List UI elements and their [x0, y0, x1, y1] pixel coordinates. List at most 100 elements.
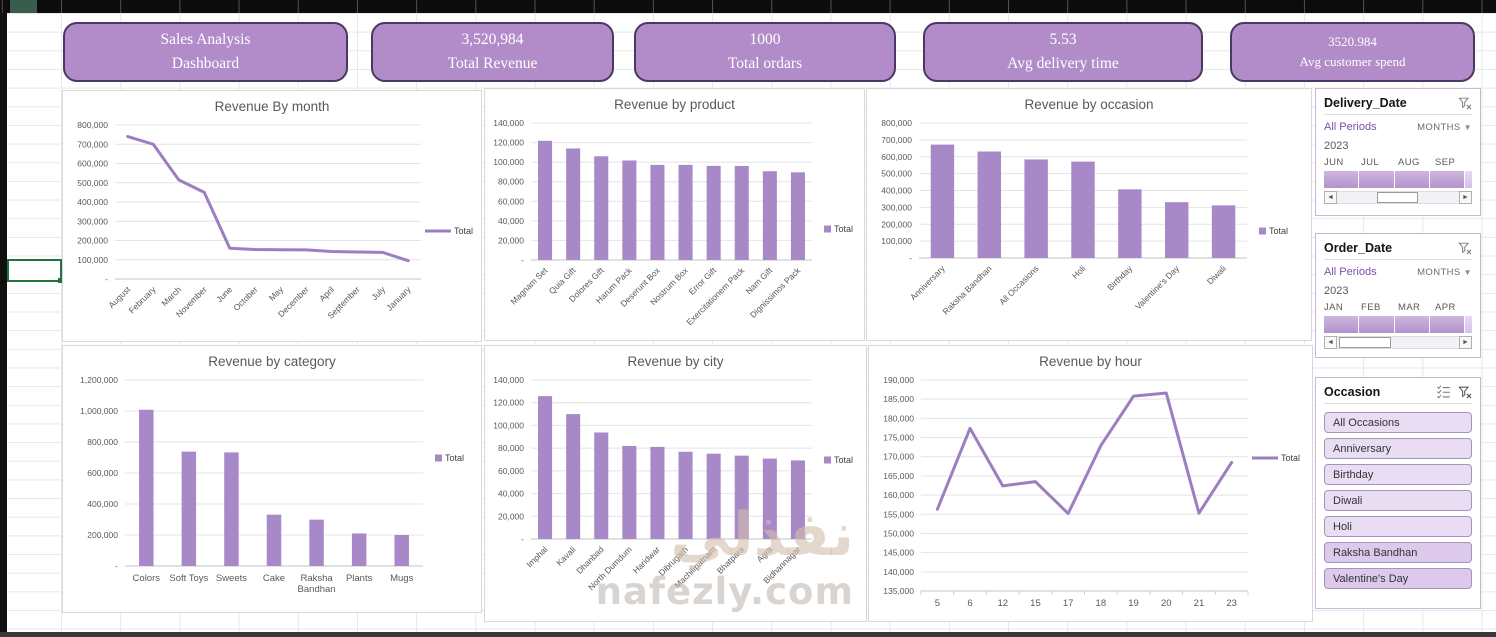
scroll-right-arrow[interactable]: ►	[1459, 336, 1472, 349]
svg-text:160,000: 160,000	[883, 490, 914, 500]
timeline-month-label[interactable]: SEP	[1435, 157, 1456, 168]
timeline-month-label[interactable]: MAR	[1398, 302, 1421, 313]
svg-text:20,000: 20,000	[498, 511, 524, 521]
kpi-label: Avg customer spend	[1299, 53, 1406, 69]
timeline-month-labels[interactable]: JUN JUL AUG SEP	[1324, 157, 1472, 168]
timeline-band-segment[interactable]	[1324, 316, 1359, 333]
scrollbar-track[interactable]	[1337, 336, 1459, 349]
timeline-month-label[interactable]: AUG	[1398, 157, 1420, 168]
timeline-month-label[interactable]: JUL	[1361, 157, 1380, 168]
timeline-month-label[interactable]: FEB	[1361, 302, 1381, 313]
kpi-total-revenue: 3,520,984 Total Revenue	[371, 22, 614, 82]
selected-column-header[interactable]	[10, 0, 37, 13]
timeline-granularity-dropdown[interactable]: MONTHS ▼	[1417, 266, 1472, 278]
svg-text:700,000: 700,000	[881, 135, 912, 145]
timeline-granularity-dropdown[interactable]: MONTHS ▼	[1417, 121, 1472, 133]
kpi-avg-customer-spend: 3520.984 Avg customer spend	[1230, 22, 1475, 82]
timeline-band-segment[interactable]	[1394, 316, 1429, 333]
spreadsheet-column-header[interactable]	[0, 0, 1496, 13]
svg-text:Birthday: Birthday	[1105, 263, 1135, 293]
scroll-right-arrow[interactable]: ►	[1459, 191, 1472, 204]
bar-chart: - 20,000 40,000 60,000 80,000 100,000 120,000 1…	[485, 346, 866, 621]
svg-text:140,000: 140,000	[883, 567, 914, 577]
svg-text:140,000: 140,000	[493, 375, 524, 385]
line-chart: - 100,000 200,000 300,000 400,000 500,000 600,…	[63, 91, 481, 341]
svg-text:700,000: 700,000	[77, 139, 108, 149]
svg-text:200,000: 200,000	[77, 236, 108, 246]
svg-text:June: June	[214, 284, 234, 304]
svg-text:100,000: 100,000	[881, 236, 912, 246]
svg-text:Holi: Holi	[1070, 263, 1088, 281]
svg-text:60,000: 60,000	[498, 466, 524, 476]
active-cell[interactable]	[7, 259, 63, 283]
slicer-button-raksha-bandhan[interactable]: Raksha Bandhan	[1324, 542, 1472, 563]
svg-text:-: -	[105, 274, 108, 284]
timeline-order-date: Order_Date All Periods MONTHS ▼ 2023 JAN F…	[1315, 233, 1481, 358]
clear-filter-icon[interactable]	[1457, 95, 1472, 110]
timeline-period-label[interactable]: All Periods	[1324, 266, 1377, 278]
svg-text:60,000: 60,000	[498, 196, 524, 206]
svg-text:500,000: 500,000	[881, 169, 912, 179]
kpi-dashboard-title: Sales Analysis Dashboard	[63, 22, 348, 82]
svg-text:Total: Total	[1269, 226, 1288, 236]
timeline-scrollbar[interactable]: ◄ ►	[1324, 191, 1472, 204]
timeline-band-segment[interactable]	[1324, 171, 1359, 188]
svg-text:18: 18	[1096, 598, 1107, 609]
timeline-selection-band[interactable]	[1324, 171, 1472, 188]
scroll-left-arrow[interactable]: ◄	[1324, 336, 1337, 349]
clear-filter-icon[interactable]	[1457, 240, 1472, 255]
svg-text:80,000: 80,000	[498, 443, 524, 453]
timeline-scrollbar[interactable]: ◄ ►	[1324, 336, 1472, 349]
svg-text:April: April	[317, 284, 336, 303]
timeline-month-labels[interactable]: JAN FEB MAR APR	[1324, 302, 1472, 313]
svg-text:200,000: 200,000	[87, 530, 118, 540]
svg-text:600,000: 600,000	[77, 159, 108, 169]
slicer-button-valentine-s-day[interactable]: Valentine's Day	[1324, 568, 1472, 589]
svg-text:Revenue by hour: Revenue by hour	[1039, 354, 1142, 369]
timeline-band-segment[interactable]	[1359, 316, 1394, 333]
timeline-period-label[interactable]: All Periods	[1324, 121, 1377, 133]
bar-chart: - 100,000 200,000 300,000 400,000 500,000 600,…	[867, 89, 1311, 340]
svg-text:Imphal: Imphal	[524, 544, 549, 569]
timeline-band-segment[interactable]	[1359, 171, 1394, 188]
timeline-band-segment[interactable]	[1394, 171, 1429, 188]
svg-text:15: 15	[1030, 598, 1041, 609]
timeline-month-label[interactable]: JUN	[1324, 157, 1344, 168]
svg-text:Revenue by product: Revenue by product	[614, 97, 735, 112]
svg-text:20,000: 20,000	[498, 235, 524, 245]
clear-filter-icon[interactable]	[1457, 384, 1472, 399]
timeline-selection-band[interactable]	[1324, 316, 1472, 333]
svg-text:1,000,000: 1,000,000	[80, 406, 118, 416]
svg-text:400,000: 400,000	[87, 499, 118, 509]
timeline-band-segment[interactable]	[1429, 316, 1464, 333]
svg-text:500,000: 500,000	[77, 178, 108, 188]
svg-text:Magnam Set: Magnam Set	[508, 265, 550, 307]
scrollbar-thumb[interactable]	[1339, 337, 1391, 348]
kpi-value: 3,520,984	[461, 31, 524, 49]
slicer-occasion: Occasion All Occasions Anniversary Birthda…	[1315, 377, 1481, 609]
timeline-month-label[interactable]: APR	[1435, 302, 1456, 313]
slicer-button-diwali[interactable]: Diwali	[1324, 490, 1472, 511]
timeline-title: Delivery_Date	[1324, 95, 1407, 110]
slicer-button-holi[interactable]: Holi	[1324, 516, 1472, 537]
slicer-button-list: All Occasions Anniversary Birthday Diwali Ho…	[1324, 412, 1472, 589]
svg-text:180,000: 180,000	[883, 413, 914, 423]
slicer-button-birthday[interactable]: Birthday	[1324, 464, 1472, 485]
scrollbar-track[interactable]	[1337, 191, 1459, 204]
svg-text:Sweets: Sweets	[216, 573, 247, 584]
svg-text:21: 21	[1194, 598, 1205, 609]
scroll-left-arrow[interactable]: ◄	[1324, 191, 1337, 204]
slicer-button-all-occasions[interactable]: All Occasions	[1324, 412, 1472, 433]
svg-text:Agra: Agra	[754, 544, 774, 564]
timeline-month-label[interactable]: JAN	[1324, 302, 1344, 313]
svg-text:Raksha Bandhan: Raksha Bandhan	[941, 263, 994, 316]
svg-text:July: July	[369, 284, 387, 302]
timeline-band-segment[interactable]	[1429, 171, 1464, 188]
multi-select-icon[interactable]	[1436, 384, 1451, 399]
svg-text:155,000: 155,000	[883, 509, 914, 519]
timeline-delivery-date: Delivery_Date All Periods MONTHS ▼ 2023 J…	[1315, 88, 1481, 216]
svg-text:12: 12	[997, 598, 1008, 609]
scrollbar-thumb[interactable]	[1377, 192, 1418, 203]
slicer-button-anniversary[interactable]: Anniversary	[1324, 438, 1472, 459]
